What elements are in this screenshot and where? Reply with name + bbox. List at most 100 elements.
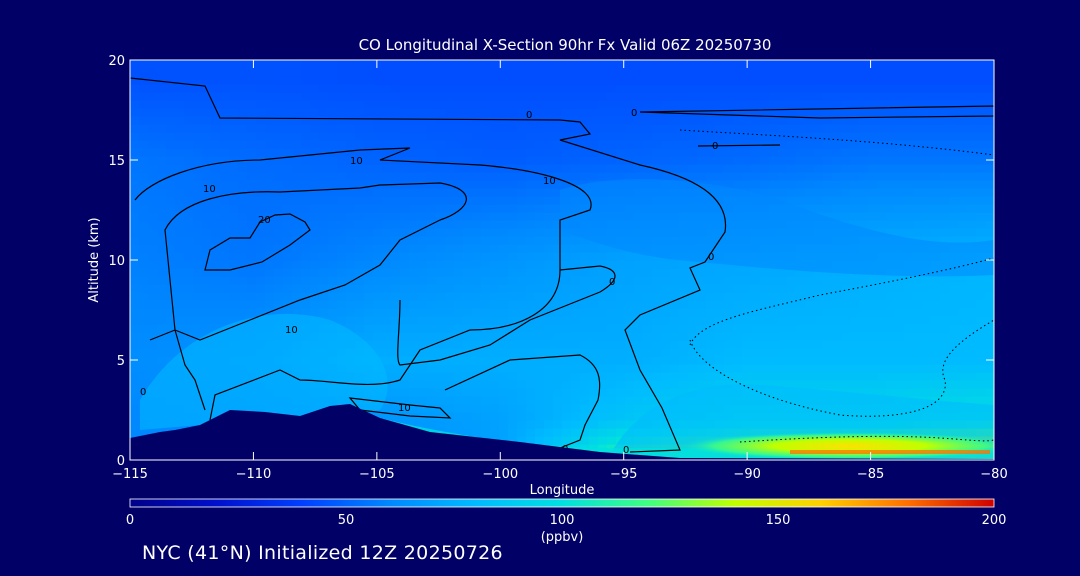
co-cell [661, 124, 671, 133]
co-cell [166, 324, 176, 333]
co-cell [679, 164, 689, 173]
co-cell [535, 372, 545, 381]
co-cell [922, 380, 932, 389]
co-cell [274, 172, 284, 181]
co-cell [904, 76, 914, 85]
co-cell [148, 356, 158, 365]
co-cell [679, 348, 689, 357]
co-cell [157, 188, 167, 197]
plot-area: 0 0 0 0 0 0 0 0 10 10 10 10 10 20 [130, 60, 994, 460]
co-cell [130, 412, 140, 421]
co-cell [895, 228, 905, 237]
co-cell [193, 268, 203, 277]
co-cell [832, 116, 842, 125]
co-cell [598, 396, 608, 405]
co-cell [193, 324, 203, 333]
co-cell [409, 404, 419, 413]
co-cell [454, 92, 464, 101]
co-cell [337, 180, 347, 189]
co-cell [238, 228, 248, 237]
co-cell [400, 188, 410, 197]
co-cell [310, 140, 320, 149]
co-cell [751, 316, 761, 325]
co-cell [706, 140, 716, 149]
co-cell [805, 292, 815, 301]
co-cell [436, 68, 446, 77]
co-cell [769, 292, 779, 301]
co-cell [247, 276, 257, 285]
co-cell [355, 140, 365, 149]
co-cell [427, 412, 437, 421]
co-cell [535, 428, 545, 437]
co-cell [526, 348, 536, 357]
co-cell [373, 340, 383, 349]
co-cell [769, 372, 779, 381]
co-cell [931, 116, 941, 125]
co-cell [886, 172, 896, 181]
co-cell [607, 252, 617, 261]
co-cell [526, 284, 536, 293]
co-cell [337, 236, 347, 245]
co-cell [184, 316, 194, 325]
co-cell [526, 204, 536, 213]
co-cell [976, 300, 986, 309]
co-cell [859, 356, 869, 365]
co-cell [670, 116, 680, 125]
co-cell [418, 332, 428, 341]
co-cell [472, 172, 482, 181]
co-cell [634, 140, 644, 149]
co-cell [688, 132, 698, 141]
co-cell [778, 68, 788, 77]
co-cell [850, 388, 860, 397]
co-cell [886, 332, 896, 341]
co-cell [652, 332, 662, 341]
co-cell [166, 148, 176, 157]
co-cell [319, 164, 329, 173]
co-cell [454, 188, 464, 197]
co-cell [724, 100, 734, 109]
co-cell [193, 236, 203, 245]
co-cell [301, 252, 311, 261]
co-cell [418, 268, 428, 277]
co-cell [859, 172, 869, 181]
co-cell [130, 204, 140, 213]
co-cell [355, 124, 365, 133]
co-cell [427, 172, 437, 181]
co-cell [391, 220, 401, 229]
y-tick-label: 15 [108, 154, 125, 169]
co-cell [175, 300, 185, 309]
co-cell [247, 204, 257, 213]
co-cell [202, 188, 212, 197]
co-cell [787, 164, 797, 173]
co-cell [508, 132, 518, 141]
co-cell [742, 356, 752, 365]
co-cell [814, 60, 824, 69]
co-cell [409, 116, 419, 125]
co-cell [535, 284, 545, 293]
co-cell [679, 60, 689, 69]
co-cell [445, 92, 455, 101]
co-cell [301, 188, 311, 197]
co-cell [652, 372, 662, 381]
co-cell [211, 148, 221, 157]
co-cell [310, 148, 320, 157]
co-cell [805, 300, 815, 309]
co-cell [868, 116, 878, 125]
contour-0-small [697, 144, 781, 147]
co-cell [571, 316, 581, 325]
co-cell [463, 380, 473, 389]
co-cell [652, 276, 662, 285]
co-cell [130, 124, 140, 133]
co-cell [490, 172, 500, 181]
co-cell [508, 252, 518, 261]
co-cell [508, 388, 518, 397]
co-cell [868, 84, 878, 93]
co-cell [517, 324, 527, 333]
co-cell [508, 420, 518, 429]
co-cell [490, 388, 500, 397]
co-cell [742, 332, 752, 341]
colorbar-ramp [129, 498, 995, 508]
co-cell [337, 252, 347, 261]
co-cell [634, 124, 644, 133]
co-cell [391, 364, 401, 373]
